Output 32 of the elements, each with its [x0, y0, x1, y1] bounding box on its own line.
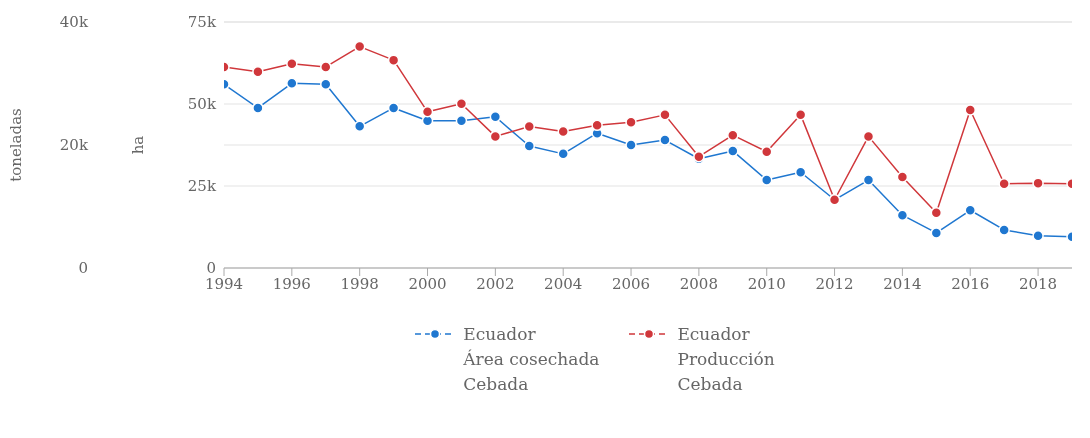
point	[659, 134, 671, 146]
x-tick-label: 2012	[815, 274, 854, 293]
x-tick-label: 1996	[272, 274, 311, 293]
point	[998, 224, 1010, 236]
y2-axis-title: toneladas	[7, 108, 26, 182]
point	[387, 102, 400, 114]
point	[930, 227, 943, 239]
x-tick-label: 2002	[476, 274, 515, 293]
x-tick-label: 2018	[1018, 274, 1058, 293]
y2-tick-label: 0	[78, 259, 88, 278]
x-tick-label: 2014	[883, 274, 922, 293]
legend-label: Ecuador Producción Cebada	[677, 323, 775, 396]
x-tick-label: 2010	[747, 274, 786, 293]
legend-label: Ecuador Área cosechada Cebada	[463, 323, 600, 396]
y-tick-label: 25k	[187, 177, 217, 196]
point	[659, 109, 671, 121]
point	[252, 102, 264, 114]
y2-tick-label: 20k	[59, 136, 89, 155]
y-tick-label: 50k	[187, 95, 217, 114]
x-tick-label: 1998	[340, 274, 379, 293]
x-tick-label: 2006	[611, 274, 651, 293]
point	[727, 145, 739, 157]
x-tick-label: 2004	[544, 274, 583, 293]
point	[523, 140, 536, 152]
point	[320, 61, 332, 73]
x-tick-label: 2016	[951, 274, 990, 293]
y2-tick-label: 40k	[59, 13, 89, 32]
x-tick-label: 2008	[679, 274, 718, 293]
x-tick-label: 2000	[408, 274, 447, 293]
y-axis-title: ha	[129, 135, 148, 155]
point	[625, 139, 637, 151]
y-tick-label: 75k	[187, 13, 217, 32]
